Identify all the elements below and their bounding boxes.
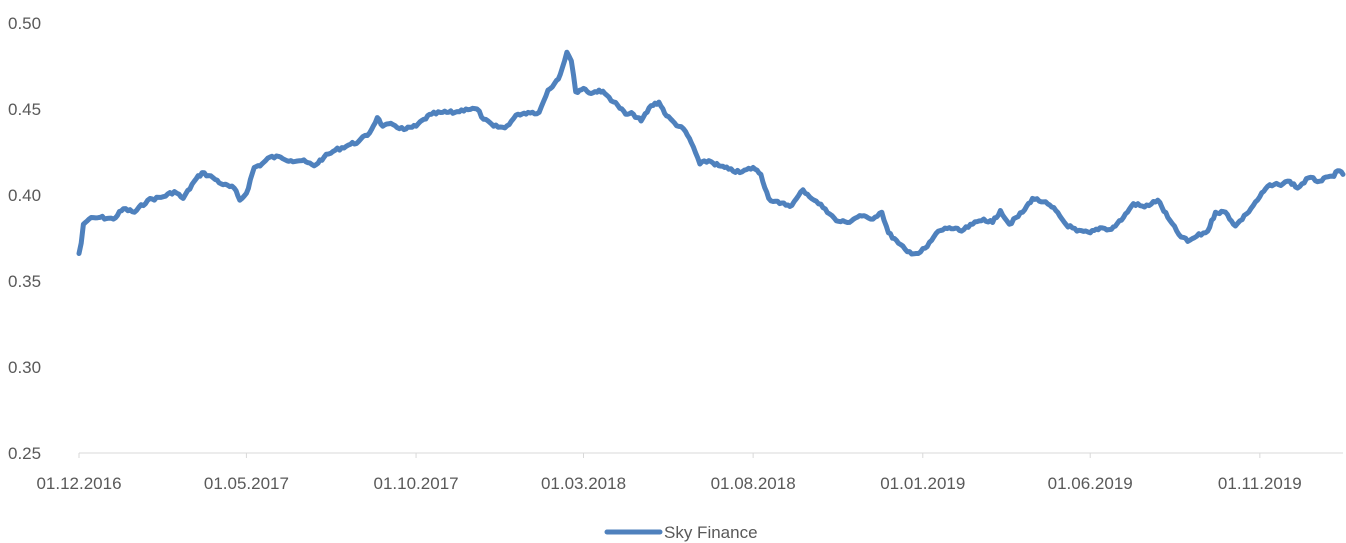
x-tick-label: 01.10.2017	[374, 474, 459, 493]
x-tick-label: 01.01.2019	[880, 474, 965, 493]
x-tick-label: 01.05.2017	[204, 474, 289, 493]
series-layer	[76, 49, 1346, 257]
y-tick-label: 0.50	[8, 14, 41, 33]
y-tick-label: 0.40	[8, 186, 41, 205]
x-tick-label: 01.11.2019	[1218, 474, 1302, 493]
legend: Sky Finance	[604, 523, 758, 542]
x-tick-label: 01.03.2018	[541, 474, 626, 493]
x-tick-label: 01.06.2019	[1048, 474, 1133, 493]
y-axis-ticks: 0.50 0.45 0.40 0.35 0.30 0.25	[8, 14, 41, 463]
x-axis-ticks: 01.12.2016 01.05.2017 01.10.2017 01.03.2018…	[36, 453, 1302, 493]
y-tick-label: 0.30	[8, 358, 41, 377]
y-tick-label: 0.25	[8, 444, 41, 463]
y-tick-label: 0.45	[8, 100, 41, 119]
y-tick-label: 0.35	[8, 272, 41, 291]
x-tick-label: 01.08.2018	[711, 474, 796, 493]
legend-label-sky-finance: Sky Finance	[664, 523, 758, 542]
series-line-sky-finance	[76, 49, 1346, 257]
x-tick-label: 01.12.2016	[36, 474, 121, 493]
